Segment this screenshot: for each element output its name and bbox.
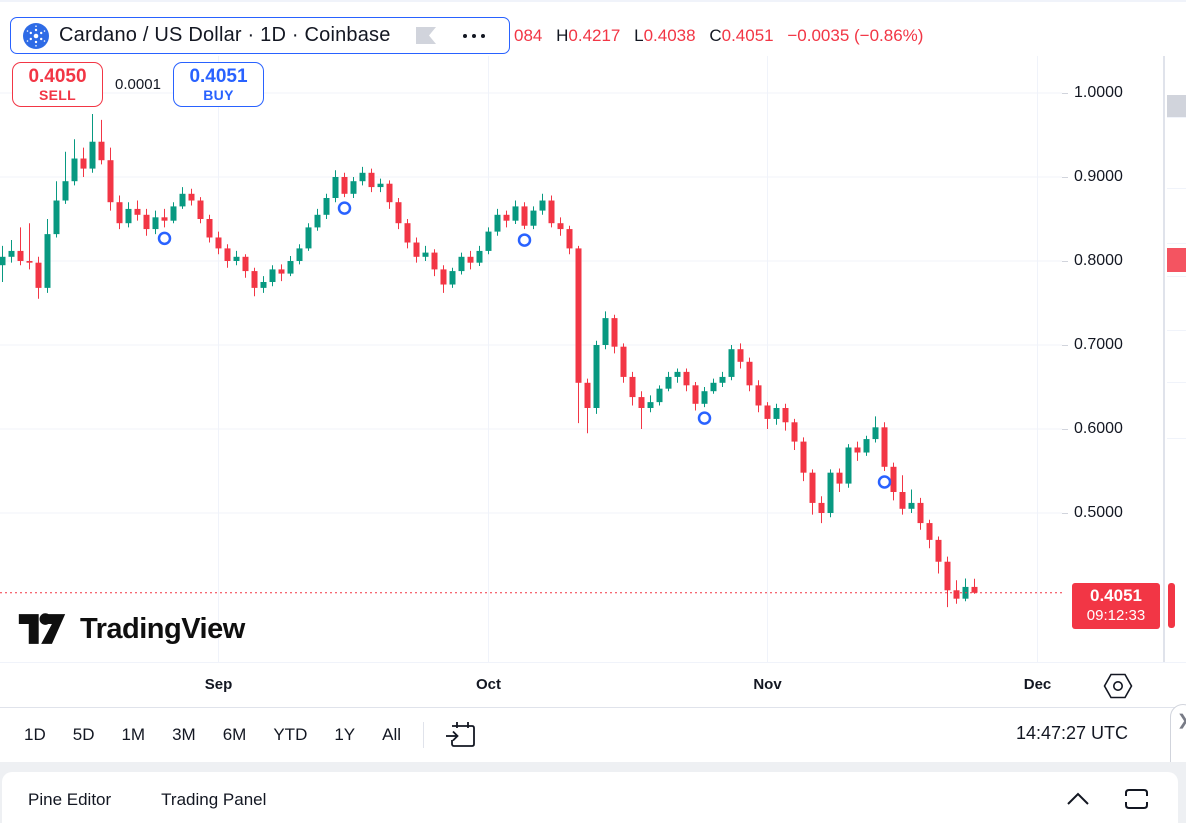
- top-toolbar: Cardano / US Dollar · 1D · Coinbase 084 …: [0, 0, 1186, 56]
- axis-tick: [1062, 429, 1068, 430]
- strip-divider: [1167, 117, 1186, 118]
- price-tick-label: 0.9000: [1074, 168, 1123, 185]
- strip-divider: [1167, 382, 1186, 383]
- axis-tick: [1062, 513, 1068, 514]
- month-label-oct: Oct: [475, 676, 502, 693]
- price-tick-label: 1.0000: [1074, 84, 1123, 101]
- price-tick-label: 0.8000: [1074, 252, 1123, 269]
- toolbar-divider: [423, 722, 425, 748]
- footer-panel: Pine Editor Trading Panel: [2, 772, 1178, 823]
- pine-editor-tab[interactable]: Pine Editor: [28, 790, 112, 809]
- watermark-brand: TradingView: [80, 612, 245, 645]
- candlestick-chart[interactable]: [0, 56, 1062, 662]
- strip-divider: [1167, 438, 1186, 439]
- chart-properties-icon[interactable]: [1103, 673, 1133, 699]
- strip-divider: [1167, 188, 1186, 189]
- strip-red-block: [1167, 248, 1186, 272]
- symbol-title: Cardano / US Dollar · 1D · Coinbase: [59, 24, 391, 46]
- adjacent-pane-edge: [1163, 30, 1186, 662]
- change-value: −0.0035 (−0.86%): [787, 26, 924, 45]
- range-ytd[interactable]: YTD: [273, 725, 308, 744]
- axis-tick: [1062, 261, 1068, 262]
- go-to-date-icon[interactable]: [444, 718, 478, 752]
- chevron-right-icon: ❯: [1177, 711, 1186, 729]
- last-price-badge: 0.4051 09:12:33: [1072, 582, 1160, 629]
- date-ranges: 1D 5D 1M 3M 6M YTD 1Y All: [0, 725, 401, 745]
- buy-button[interactable]: 0.4051 BUY: [173, 62, 264, 107]
- bottom-toolbar: 1D 5D 1M 3M 6M YTD 1Y All 14:47:27 UTC ❯: [0, 704, 1186, 780]
- chevron-up-icon[interactable]: [1065, 790, 1091, 808]
- ohlc-legend: 084 H0.4217 L0.4038 C0.4051 −0.0035 (−0.…: [514, 26, 923, 46]
- maximize-icon[interactable]: [1123, 786, 1150, 812]
- month-label-dec: Dec: [1023, 676, 1052, 693]
- sell-label: SELL: [39, 87, 76, 104]
- buy-price: 0.4051: [189, 65, 248, 87]
- price-tick-label: 0.6000: [1074, 420, 1123, 437]
- axis-tick: [1062, 177, 1068, 178]
- strip-divider: [1167, 243, 1186, 244]
- range-1m[interactable]: 1M: [121, 725, 146, 744]
- strip-divider: [1167, 330, 1186, 331]
- month-label-nov: Nov: [753, 676, 782, 693]
- close-value: 0.4051: [721, 26, 774, 45]
- range-all[interactable]: All: [382, 725, 402, 744]
- low-label: L: [634, 26, 644, 45]
- strip-red-bar: [1168, 583, 1175, 628]
- range-3m[interactable]: 3M: [172, 725, 196, 744]
- strip-gray-block: [1167, 95, 1186, 117]
- cardano-logo-icon: [23, 22, 49, 49]
- clock-utc[interactable]: 14:47:27 UTC: [1015, 723, 1128, 743]
- low-value: 0.4038: [643, 26, 696, 45]
- last-price-value: 0.4051: [1090, 585, 1142, 605]
- month-label-sep: Sep: [204, 676, 233, 693]
- order-panel: 0.4050 SELL 0.0001 0.4051 BUY: [0, 60, 420, 108]
- trading-panel-tab[interactable]: Trading Panel: [161, 790, 267, 809]
- open-value-partial: 084: [514, 26, 543, 45]
- range-1y[interactable]: 1Y: [334, 725, 356, 744]
- price-axis[interactable]: 1.0000 0.9000 0.8000 0.7000 0.6000 0.500…: [1062, 56, 1162, 662]
- bar-countdown: 09:12:33: [1086, 606, 1146, 624]
- axis-tick: [1062, 345, 1068, 346]
- sell-price: 0.4050: [28, 65, 87, 87]
- axis-tick: [1062, 93, 1068, 94]
- footer-area: Pine Editor Trading Panel: [0, 762, 1186, 823]
- buy-label: BUY: [203, 87, 234, 104]
- symbol-search-button[interactable]: Cardano / US Dollar · 1D · Coinbase: [10, 17, 510, 54]
- price-tick-label: 0.5000: [1074, 504, 1123, 521]
- more-options-icon[interactable]: [462, 33, 485, 38]
- strip-divider: [1167, 276, 1186, 277]
- tradingview-watermark: TradingView: [18, 610, 245, 648]
- range-6m[interactable]: 6M: [222, 725, 247, 744]
- sell-button[interactable]: 0.4050 SELL: [12, 62, 103, 107]
- time-axis[interactable]: Sep Oct Nov Dec: [0, 662, 1186, 707]
- high-value: 0.4217: [568, 26, 621, 45]
- chart-pane[interactable]: TradingView: [0, 56, 1062, 662]
- tradingview-logo-icon: [18, 613, 66, 644]
- high-label: H: [556, 26, 569, 45]
- close-label: C: [709, 26, 722, 45]
- price-tick-label: 0.7000: [1074, 336, 1123, 353]
- flag-icon[interactable]: [415, 27, 437, 44]
- range-5d[interactable]: 5D: [72, 725, 95, 744]
- range-1d[interactable]: 1D: [24, 725, 46, 744]
- spread-value: 0.0001: [115, 76, 161, 93]
